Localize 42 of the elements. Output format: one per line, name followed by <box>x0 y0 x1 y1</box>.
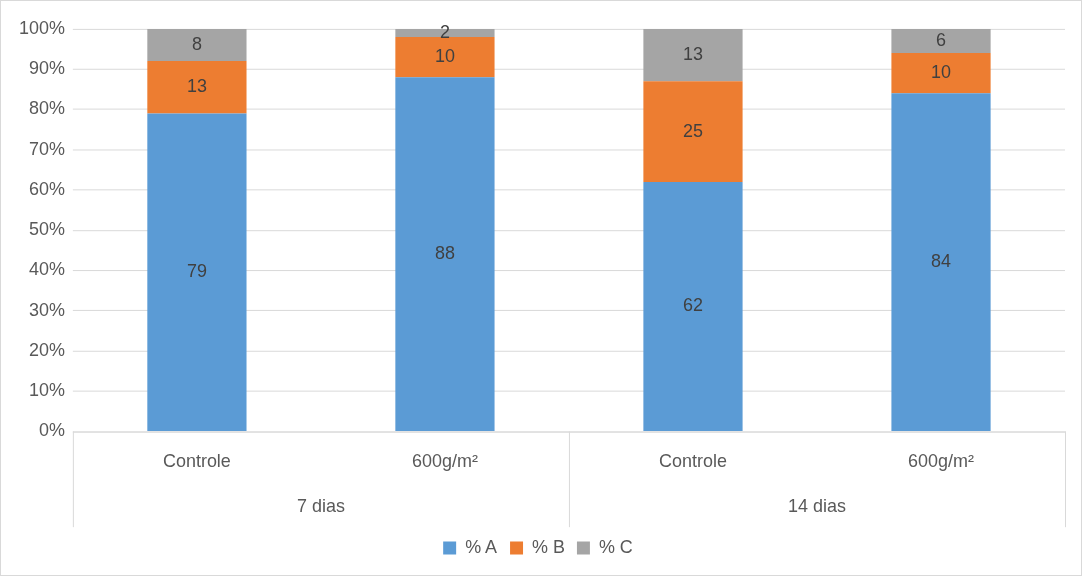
y-tick-label: 80% <box>28 98 65 119</box>
legend-label: % B <box>532 537 565 558</box>
data-label: 88 <box>434 243 455 264</box>
bar <box>643 28 743 82</box>
data-label: 13 <box>186 76 207 97</box>
bar <box>643 81 743 182</box>
data-label: 62 <box>683 295 703 316</box>
x-tick-label: Controle <box>162 451 231 472</box>
y-tick-label: 20% <box>28 339 65 360</box>
data-label: 10 <box>434 46 455 67</box>
x-tick-label: 600g/m² <box>908 451 974 472</box>
bar <box>891 28 991 54</box>
y-tick-label: 40% <box>28 259 65 280</box>
y-tick-label: 30% <box>28 299 65 320</box>
y-tick-label: 60% <box>28 178 65 199</box>
y-tick-label: 90% <box>28 58 65 79</box>
bar <box>395 77 495 431</box>
bar <box>395 36 495 78</box>
bar <box>147 28 247 62</box>
text: 14 dias <box>788 496 846 517</box>
y-tick-label: 100% <box>18 17 65 38</box>
data-label: 13 <box>683 44 703 65</box>
legend-label: % A <box>465 537 498 558</box>
data-label: 84 <box>931 251 952 272</box>
legend-label: % C <box>598 537 633 558</box>
data-label: 25 <box>683 120 703 141</box>
x-tick-label: 600g/m² <box>412 451 478 472</box>
y-tick-label: 0% <box>38 420 65 441</box>
data-label: 8 <box>191 33 202 54</box>
bar <box>891 93 991 431</box>
data-label: 10 <box>931 62 952 83</box>
bar <box>147 113 247 431</box>
bar <box>643 181 743 431</box>
text: 7 dias <box>296 496 345 517</box>
y-tick-label: 50% <box>28 219 65 240</box>
data-label: 79 <box>186 261 207 282</box>
x-tick-label: Controle <box>659 451 727 472</box>
y-tick-label: 10% <box>28 380 65 401</box>
data-label: 6 <box>936 29 947 50</box>
bar <box>891 53 991 94</box>
bar <box>147 61 247 114</box>
y-tick-label: 70% <box>28 138 65 159</box>
